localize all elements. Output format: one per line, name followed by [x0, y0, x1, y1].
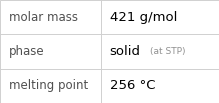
Text: molar mass: molar mass	[9, 11, 78, 24]
Text: solid: solid	[110, 45, 141, 58]
Text: (at STP): (at STP)	[150, 47, 185, 56]
Text: phase: phase	[9, 45, 44, 58]
Text: 421 g/mol: 421 g/mol	[110, 11, 177, 24]
Text: melting point: melting point	[9, 79, 88, 92]
Text: 256 °C: 256 °C	[110, 79, 155, 92]
